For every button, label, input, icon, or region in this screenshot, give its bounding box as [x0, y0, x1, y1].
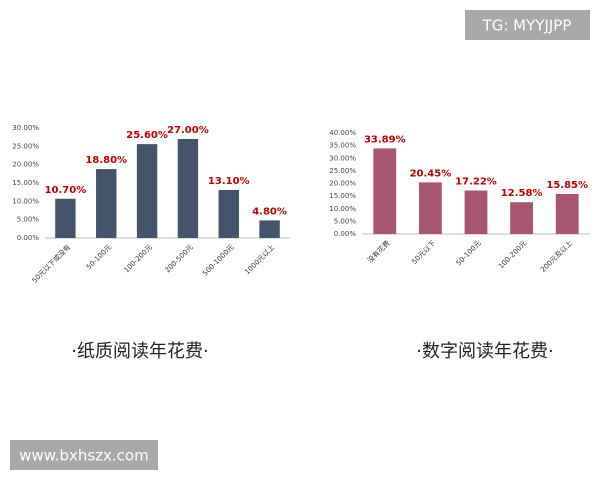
x-tick-label: 100-200元 — [497, 239, 528, 270]
y-tick-label: 15.00% — [329, 192, 356, 200]
watermark: www.bxhszx.com — [19, 447, 148, 465]
y-tick-label: 25.00% — [12, 142, 39, 150]
x-tick-label: 500-1000元 — [201, 243, 235, 277]
watermark-box — [10, 440, 158, 470]
x-tick-label: 50-100元 — [455, 239, 483, 267]
y-tick-label: 10.00% — [12, 197, 39, 205]
chart-title: ·数字阅读年花费· — [416, 341, 553, 362]
x-tick-label: 1000元以上 — [243, 242, 277, 276]
bar — [177, 139, 199, 238]
bar — [373, 148, 397, 234]
watermark-box — [465, 10, 590, 40]
x-tick-label: 50元以下或没有 — [30, 242, 72, 284]
value-label: 33.89% — [364, 134, 406, 145]
y-tick-label: 15.00% — [12, 179, 39, 187]
y-tick-label: 5.00% — [334, 217, 357, 225]
value-label: 15.85% — [546, 180, 588, 191]
bar — [510, 202, 533, 234]
value-label: 13.10% — [208, 176, 250, 187]
value-label: 12.58% — [501, 188, 543, 199]
y-tick-label: 0.00% — [17, 234, 40, 242]
y-tick-label: 20.00% — [329, 180, 356, 188]
value-label: 4.80% — [252, 206, 287, 217]
x-tick-label: 50-100元 — [85, 243, 113, 271]
x-tick-label: 200元及以上 — [538, 238, 574, 274]
bar — [55, 198, 76, 238]
watermark: TG: MYYJJPP — [482, 17, 572, 35]
y-tick-label: 5.00% — [17, 216, 40, 224]
value-label: 27.00% — [167, 125, 209, 136]
x-tick-label: 100-200元 — [123, 243, 154, 274]
y-tick-label: 30.00% — [329, 154, 356, 162]
y-tick-label: 20.00% — [12, 161, 39, 169]
x-tick-label: 50元以下 — [410, 239, 437, 266]
bar — [464, 190, 488, 234]
bar — [555, 193, 579, 234]
bar — [218, 189, 239, 238]
value-label: 17.22% — [455, 177, 497, 188]
y-tick-label: 40.00% — [329, 129, 356, 137]
x-tick-label: 200-500元 — [163, 243, 194, 274]
bar — [136, 144, 158, 238]
value-label: 10.70% — [45, 185, 87, 196]
y-tick-label: 25.00% — [329, 167, 356, 175]
y-tick-label: 10.00% — [329, 205, 356, 213]
value-label: 20.45% — [410, 168, 452, 179]
value-label: 18.80% — [85, 155, 127, 166]
bar — [96, 169, 117, 238]
value-label: 25.60% — [126, 130, 168, 141]
y-tick-label: 30.00% — [12, 124, 39, 132]
bar — [259, 220, 280, 238]
y-tick-label: 35.00% — [329, 142, 356, 150]
x-tick-label: 没有花费 — [365, 238, 391, 264]
y-tick-label: 0.00% — [334, 230, 357, 238]
bar — [419, 182, 442, 234]
chart-title: ·纸质阅读年花费· — [71, 341, 208, 362]
